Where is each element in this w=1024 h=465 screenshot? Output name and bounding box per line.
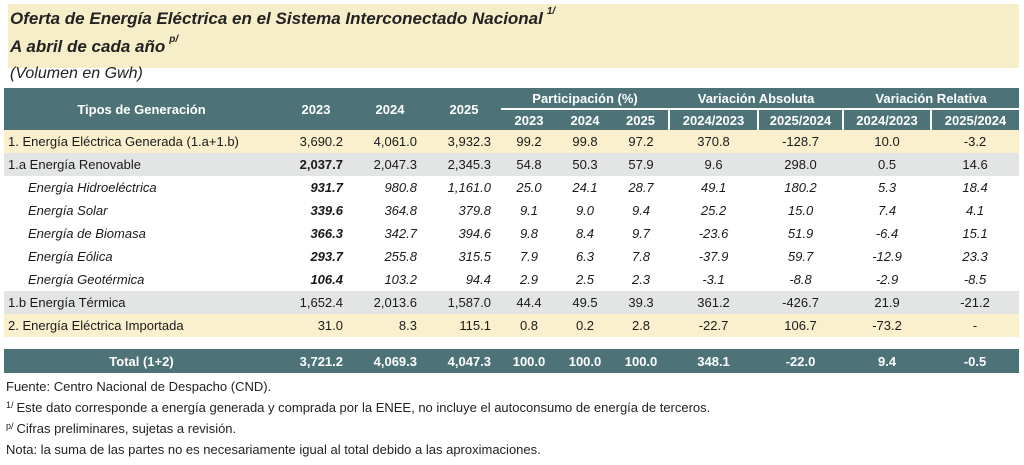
table-row: Energía Solar 339.6 364.8 379.8 9.1 9.0 … bbox=[28, 203, 985, 218]
table-row: 1.a Energía Renovable 2,037.7 2,047.3 2,… bbox=[4, 153, 1020, 176]
header-vr-2024-2023: 2024/2023 bbox=[842, 109, 932, 130]
table-row: 1.b Energía Térmica 1,652.4 2,013.6 1,58… bbox=[4, 291, 1020, 314]
table-row: Energía de Biomasa 366.3 342.7 394.6 9.8… bbox=[28, 226, 988, 241]
header-variacion-absoluta: Variación Absoluta bbox=[669, 88, 844, 110]
header-va-2024-2023: 2024/2023 bbox=[668, 109, 759, 130]
source-note: Fuente: Centro Nacional de Despacho (CND… bbox=[6, 379, 272, 394]
footnote-p: p/Cifras preliminares, sujetas a revisió… bbox=[6, 421, 237, 436]
table-spacer bbox=[4, 337, 1020, 349]
header-2024: 2024 bbox=[353, 88, 427, 130]
title-band bbox=[8, 4, 1019, 68]
table-row: 1. Energía Eléctrica Generada (1.a+1.b) … bbox=[4, 130, 1020, 153]
header-2025: 2025 bbox=[427, 88, 501, 130]
table-row: 2. Energía Eléctrica Importada 31.0 8.3 … bbox=[4, 314, 1020, 337]
header-vr-2025-2024: 2025/2024 bbox=[930, 109, 1020, 130]
footnote-1: 1/Este dato corresponde a energía genera… bbox=[6, 400, 711, 415]
table-subtitle: A abril de cada año p/ bbox=[10, 34, 179, 56]
header-variacion-relativa: Variación Relativa bbox=[843, 88, 1020, 110]
table-row: Energía Geotérmica 106.4 103.2 94.4 2.9 … bbox=[28, 272, 987, 287]
table-row: Energía Hidroeléctrica 931.7 980.8 1,161… bbox=[28, 180, 988, 195]
header-part-2023: 2023 bbox=[501, 109, 557, 130]
header-va-2025-2024: 2025/2024 bbox=[757, 109, 844, 130]
header-2023: 2023 bbox=[279, 88, 353, 130]
table-title: Oferta de Energía Eléctrica en el Sistem… bbox=[10, 6, 556, 28]
header-participacion: Participación (%) bbox=[501, 88, 670, 110]
title-footnote-mark: 1/ bbox=[546, 6, 556, 17]
energy-supply-table: Tipos de Generación 2023 2024 2025 Parti… bbox=[4, 88, 1020, 373]
subtitle-footnote-mark: p/ bbox=[169, 34, 179, 45]
footnotes: Fuente: Centro Nacional de Despacho (CND… bbox=[6, 376, 710, 460]
table-row: Energía Eólica 293.7 255.8 315.5 7.9 6.3… bbox=[28, 249, 988, 264]
units-label: (Volumen en Gwh) bbox=[10, 65, 143, 82]
rounding-note: Nota: la suma de las partes no es necesa… bbox=[6, 442, 541, 457]
header-part-2024: 2024 bbox=[557, 109, 613, 130]
total-row: Total (1+2) 3,721.2 4,069.3 4,047.3 100.… bbox=[4, 349, 1020, 373]
header-tipos: Tipos de Generación bbox=[4, 88, 279, 130]
header-part-2025: 2025 bbox=[613, 109, 670, 130]
